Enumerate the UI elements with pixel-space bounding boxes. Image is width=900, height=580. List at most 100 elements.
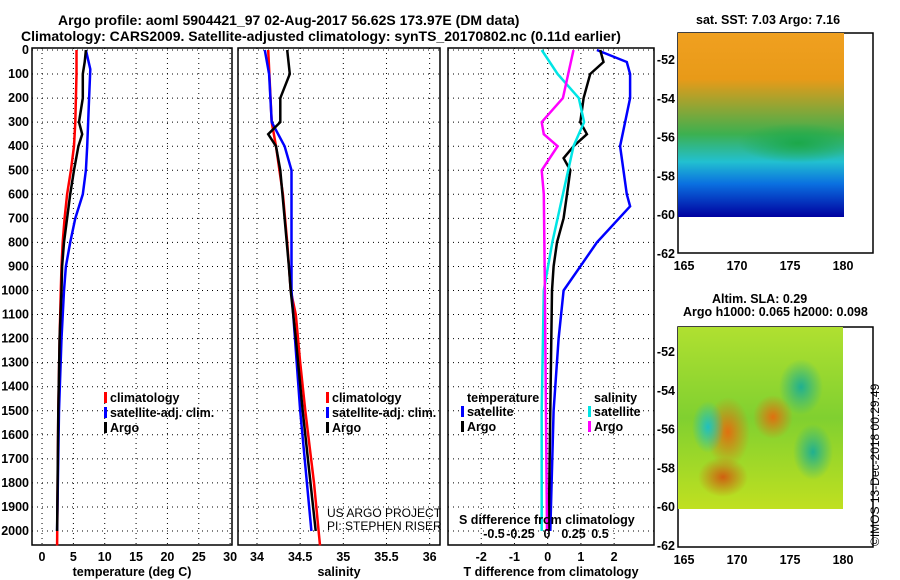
x-tick-label: 34 <box>250 550 264 564</box>
y-tick-label: 500 <box>8 163 29 177</box>
sst-lat-tick-label: -62 <box>657 247 675 261</box>
credit-project: US ARGO PROJECT <box>327 506 442 520</box>
legend-label: Argo <box>110 421 140 435</box>
sla-map-title-2: Argo h1000: 0.065 h2000: 0.098 <box>683 305 868 319</box>
sst-lon-tick-label: 175 <box>780 259 801 273</box>
credit-pi: PI: STEPHEN RISER <box>327 519 442 533</box>
salinity-x-axis-label: salinity <box>317 565 360 579</box>
y-tick-label: 1200 <box>1 332 29 346</box>
x-tick-label: 1 <box>577 550 584 564</box>
sst-lat-tick-label: -52 <box>657 53 675 67</box>
y-tick-label: 1400 <box>1 380 29 394</box>
legend-label: climatology <box>110 391 180 405</box>
x-tick-label: 34.5 <box>288 550 312 564</box>
legend-label: satellite-adj. clim. <box>332 406 436 420</box>
y-tick-label: 1300 <box>1 356 29 370</box>
salinity-series-climatology <box>266 49 322 546</box>
legend-swatch <box>326 392 329 403</box>
x-tick-label: 36 <box>423 550 437 564</box>
legend-swatch <box>326 407 329 418</box>
legend-swatch <box>104 422 107 433</box>
y-tick-label: 1900 <box>1 500 29 514</box>
legend-swatch <box>461 421 464 432</box>
imos-watermark: ©IMOS 13-Dec-2018 00:29:49 <box>868 383 882 546</box>
temperature-series-satellite-adj--clim- <box>55 49 92 532</box>
sst-lat-tick-label: -60 <box>657 208 675 222</box>
y-tick-label: 100 <box>8 67 29 81</box>
sst-lon-tick-label: 170 <box>727 259 748 273</box>
sst-map-image <box>678 33 844 217</box>
legend-swatch <box>588 421 591 432</box>
x-tick-label: 5 <box>70 550 77 564</box>
x-tick-label: -2 <box>476 550 487 564</box>
x-tick-label: 0 <box>39 550 46 564</box>
sst-lat-tick-label: -56 <box>657 131 675 145</box>
sla-lon-tick-label: 175 <box>780 553 801 567</box>
y-tick-label: 700 <box>8 211 29 225</box>
legend-label: climatology <box>332 391 402 405</box>
x-tick-label: 10 <box>98 550 112 564</box>
temperature-x-axis-label: temperature (deg C) <box>73 565 192 579</box>
y-tick-label: 900 <box>8 259 29 273</box>
difference-series-satellite-temperature <box>549 48 632 532</box>
legend-title-temperature: temperature <box>467 391 539 405</box>
title-line-1: Argo profile: aoml 5904421_97 02-Aug-201… <box>58 12 520 28</box>
sst-lon-tick-label: 165 <box>674 259 695 273</box>
x-tick-label: -1 <box>509 550 520 564</box>
legend-label: satellite <box>594 405 641 419</box>
legend-label: Argo <box>594 420 624 434</box>
sst-lon-tick-label: 180 <box>833 259 854 273</box>
x-tick-label: 35 <box>336 550 350 564</box>
difference-series-argo-temperature <box>547 49 605 532</box>
difference-series-satellite-salinity <box>540 49 586 531</box>
y-tick-label: 1500 <box>1 404 29 418</box>
sla-lat-tick-label: -56 <box>657 423 675 437</box>
sla-lat-tick-label: -62 <box>657 539 675 553</box>
sst-lat-tick-label: -58 <box>657 169 675 183</box>
y-tick-label: 400 <box>8 139 29 153</box>
s-difference-axis-label: S difference from climatology <box>459 513 635 527</box>
salinity-plot-frame <box>237 47 441 546</box>
sst-map-title: sat. SST: 7.03 Argo: 7.16 <box>696 13 841 27</box>
y-tick-label: 1600 <box>1 428 29 442</box>
x-tick-label: 15 <box>129 550 143 564</box>
y-tick-label: 800 <box>8 235 29 249</box>
x-tick-label: 20 <box>160 550 174 564</box>
y-tick-label: 600 <box>8 187 29 201</box>
difference-plot-frame <box>447 47 655 546</box>
x-tick-label: 25 <box>192 550 206 564</box>
legend-swatch <box>326 422 329 433</box>
legend-title-salinity: salinity <box>594 391 637 405</box>
s-diff-tick-label: 0 <box>544 527 551 541</box>
salinity-series-argo <box>266 49 317 532</box>
legend-swatch <box>588 406 591 417</box>
s-diff-tick-label: 0.5 <box>591 527 608 541</box>
x-tick-label: 35.5 <box>374 550 398 564</box>
temperature-series-argo <box>55 49 88 532</box>
y-tick-label: 0 <box>22 43 29 57</box>
title-line-2: Climatology: CARS2009. Satellite-adjuste… <box>21 28 621 44</box>
difference-x-axis-label: T difference from climatology <box>463 565 638 579</box>
s-diff-tick-label: -0.5 <box>483 527 505 541</box>
sla-lon-tick-label: 165 <box>674 553 695 567</box>
sla-map-title-1: Altim. SLA: 0.29 <box>712 292 808 306</box>
sla-lat-tick-label: -60 <box>657 500 675 514</box>
sla-lon-tick-label: 180 <box>833 553 854 567</box>
sla-lat-tick-label: -54 <box>657 384 675 398</box>
y-tick-label: 300 <box>8 115 29 129</box>
legend-swatch <box>461 406 464 417</box>
legend-label: Argo <box>467 420 497 434</box>
y-tick-label: 1100 <box>2 308 29 322</box>
x-tick-label: 30 <box>223 550 237 564</box>
temperature-plot-frame <box>31 47 233 546</box>
salinity-series-satellite-adj--clim- <box>263 49 313 532</box>
legend-swatch <box>104 407 107 418</box>
sla-lat-tick-label: -52 <box>657 345 675 359</box>
y-tick-label: 1000 <box>1 284 29 298</box>
legend-swatch <box>104 392 107 403</box>
x-tick-label: 2 <box>611 550 618 564</box>
y-tick-label: 1700 <box>1 452 29 466</box>
legend-label: satellite <box>467 405 514 419</box>
